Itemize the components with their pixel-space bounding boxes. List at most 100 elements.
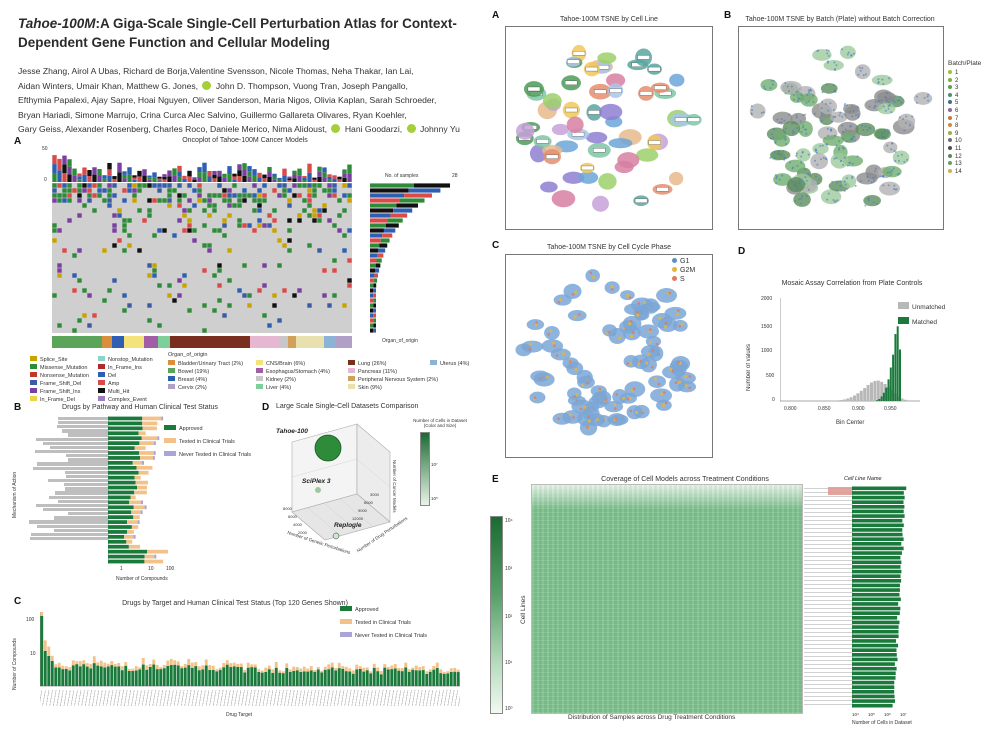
oncoplot-top-bar xyxy=(232,176,237,180)
tsne-point xyxy=(801,195,804,198)
oncoplot-cell xyxy=(62,183,67,188)
tsne-point xyxy=(559,298,563,302)
tsne-point xyxy=(881,174,884,177)
target-bar-tested xyxy=(271,669,275,673)
legend-unmatched: Unmatched xyxy=(898,302,945,311)
oncoplot-top-bar xyxy=(82,174,87,182)
oncoplot-cell xyxy=(232,183,237,188)
oncoplot-organ-strip xyxy=(52,336,352,348)
matched-bar xyxy=(885,387,888,401)
oncoplot-side-bar xyxy=(373,283,377,288)
tsne-point xyxy=(890,148,893,151)
target-bar-tested xyxy=(201,665,205,670)
tsne-point xyxy=(557,300,561,304)
oncoplot-cell xyxy=(312,218,317,223)
coverage-xlabel: Distribution of Samples across Drug Trea… xyxy=(568,714,736,721)
tsne-point xyxy=(751,109,754,112)
batch-legend-item: 13 xyxy=(948,161,981,167)
tsne-point xyxy=(869,127,872,130)
oncoplot-top-bar xyxy=(72,175,77,182)
pathway-bar-never xyxy=(153,441,156,445)
pathway-label-stub xyxy=(36,503,108,508)
panel-letter-tsne-phase: C xyxy=(492,240,500,251)
tsne-point xyxy=(800,93,803,96)
target-bar-tested xyxy=(446,671,450,674)
target-bar-tested xyxy=(197,666,201,671)
pathway-bar-approved xyxy=(108,549,148,554)
target-bar-approved xyxy=(232,666,236,686)
oncoplot-cell xyxy=(72,273,77,278)
pathway-label-stub xyxy=(54,516,108,520)
target-bar-tested xyxy=(208,665,212,670)
oncoplot-cell xyxy=(257,208,262,213)
tsne-cluster xyxy=(819,98,837,115)
oncoplot-cell xyxy=(132,183,137,188)
oncoplot-top-bar xyxy=(327,179,332,182)
oncoplot-top-bar xyxy=(302,179,307,182)
oncoplot-cell xyxy=(272,228,277,233)
tsne-point xyxy=(872,201,875,204)
cell-line-bar xyxy=(852,537,904,541)
oncoplot-cell xyxy=(67,198,72,203)
tsne-point xyxy=(906,158,909,161)
tsne-point xyxy=(776,118,779,121)
target-bar-approved xyxy=(57,667,61,686)
oncoplot-cell xyxy=(162,198,167,203)
tsne-point xyxy=(838,140,841,143)
tsne-point xyxy=(677,309,680,312)
target-bar-approved xyxy=(428,671,432,686)
tsne-point xyxy=(814,159,817,162)
batch-legend-item: 2 xyxy=(948,77,981,84)
target-bar-tested xyxy=(159,666,163,670)
panel-letter-pathway: B xyxy=(14,402,22,413)
target-bar-tested xyxy=(236,663,240,668)
target-tick: 10 xyxy=(30,651,36,657)
oncoplot-cell xyxy=(212,228,217,233)
legend-item: Frame_Shift_Del xyxy=(30,380,98,387)
tsne-point xyxy=(880,99,883,102)
tsne-point xyxy=(818,178,821,181)
oncoplot-cell xyxy=(177,183,182,188)
pathway-bar-approved xyxy=(108,525,132,529)
legend-item: Pancreas (11%) xyxy=(348,368,430,375)
cell-line-bar xyxy=(852,569,902,574)
tsne-cluster-label xyxy=(565,107,578,113)
pathway-bars xyxy=(108,416,168,564)
legend-item: Kidney (2%) xyxy=(256,376,348,383)
tsne-point xyxy=(881,78,884,81)
target-bar-tested xyxy=(131,668,135,671)
tsne-point xyxy=(805,132,808,135)
datasets-y-tick: 6000 xyxy=(364,500,373,505)
cell-line-bar xyxy=(852,583,900,588)
target-bar-approved xyxy=(124,665,128,686)
tsne-point xyxy=(923,96,926,99)
oncoplot-top-bar xyxy=(67,174,72,182)
target-bar-approved xyxy=(222,667,226,686)
cell-line-bar xyxy=(852,509,904,514)
target-bar-tested xyxy=(124,662,128,666)
tsne-cluster xyxy=(533,372,555,387)
target-bar-approved xyxy=(159,669,163,686)
tsne-point xyxy=(927,99,930,102)
pathway-tick: 100 xyxy=(166,566,175,572)
tsne-point xyxy=(795,154,798,157)
oncoplot-cell xyxy=(122,198,127,203)
oncoplot-side-bar xyxy=(373,293,376,298)
tsne-point xyxy=(676,312,680,317)
tsne-cluster xyxy=(567,310,587,322)
oncoplot-cell xyxy=(222,223,227,228)
oncoplot-cell xyxy=(242,188,247,193)
tsne-point xyxy=(885,99,888,102)
pathway-label-stub xyxy=(33,466,108,470)
oncoplot-cell xyxy=(152,268,157,273)
author-line-2b: John D. Thompson, Vuong Tran, Joseph Pan… xyxy=(215,80,408,91)
tsne-point xyxy=(784,127,787,130)
target-bar-tested xyxy=(355,664,359,670)
tsne-cluster-label xyxy=(594,89,607,94)
phase-legend: G1 G2M S xyxy=(672,258,695,283)
oncoplot-cell xyxy=(77,198,82,203)
target-bar-approved xyxy=(215,671,219,686)
pathway-bar-tested xyxy=(131,525,139,529)
target-bar-tested xyxy=(225,660,229,665)
oncoplot-cell xyxy=(342,193,347,198)
